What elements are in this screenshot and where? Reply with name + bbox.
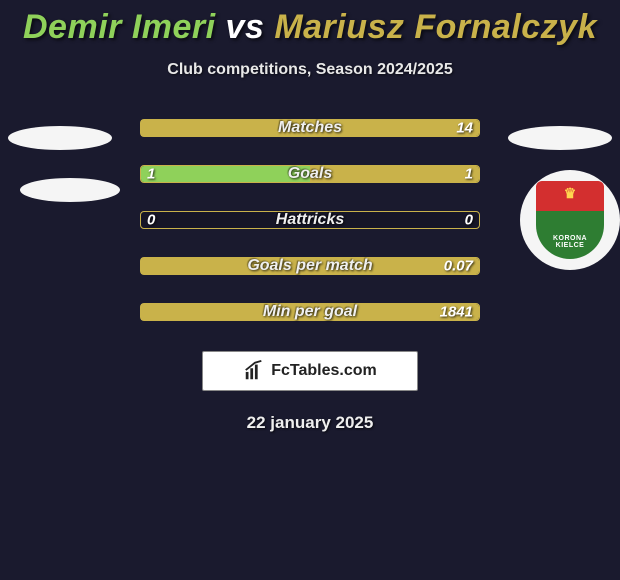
bar-left	[141, 166, 310, 182]
stat-value-right: 0	[465, 212, 473, 229]
subtitle: Club competitions, Season 2024/2025	[0, 61, 620, 79]
stat-label: Goals per match	[247, 257, 372, 275]
badge-top-left	[8, 126, 112, 150]
stat-value-right: 1841	[440, 304, 473, 321]
stat-value-left: 0	[147, 212, 155, 229]
stat-row: Hattricks 0 0	[140, 211, 480, 229]
date: 22 january 2025	[0, 413, 620, 433]
bar-right	[310, 166, 479, 182]
stat-value-left: 1	[147, 166, 155, 183]
attribution-text: FcTables.com	[271, 362, 377, 380]
badge-top-right	[508, 126, 612, 150]
stat-label: Hattricks	[276, 211, 344, 229]
attribution-box: FcTables.com	[202, 351, 418, 391]
stat-value-right: 1	[465, 166, 473, 183]
stat-label: Goals	[288, 165, 332, 183]
stat-row: Matches 14	[140, 119, 480, 137]
badge-mid-left	[20, 178, 120, 202]
badge-mid-right: ♛ KORONAKIELCE	[520, 170, 620, 270]
player1-name: Demir Imeri	[23, 8, 216, 46]
stat-row: Goals 1 1	[140, 165, 480, 183]
stat-row: Goals per match 0.07	[140, 257, 480, 275]
player2-name: Mariusz Fornalczyk	[274, 8, 597, 46]
stat-row: Min per goal 1841	[140, 303, 480, 321]
korona-emblem-icon: ♛ KORONAKIELCE	[520, 170, 620, 270]
stats-container: Matches 14 Goals 1 1 Hattricks 0 0 Goals per mat…	[140, 119, 480, 321]
stat-label: Min per goal	[263, 303, 357, 321]
chart-icon	[243, 360, 265, 382]
vs-label: vs	[226, 8, 265, 46]
stat-label: Matches	[278, 119, 342, 137]
title: Demir Imeri vs Mariusz Fornalczyk	[0, 8, 620, 47]
stat-value-right: 14	[456, 120, 473, 137]
card: Demir Imeri vs Mariusz Fornalczyk Club c…	[0, 0, 620, 433]
stat-value-right: 0.07	[444, 258, 473, 275]
